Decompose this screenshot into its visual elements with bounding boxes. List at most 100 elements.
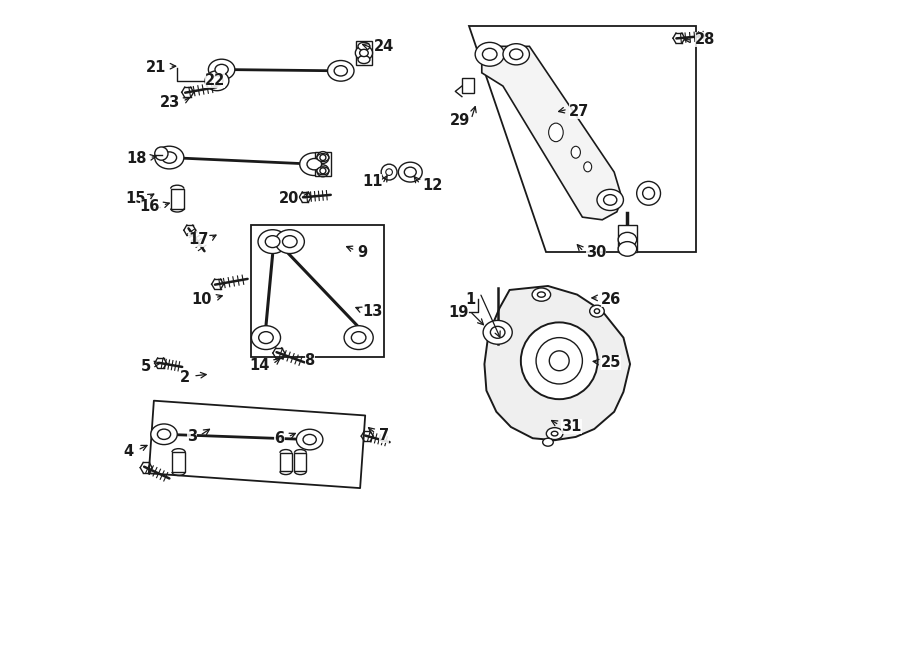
Ellipse shape xyxy=(334,66,347,76)
Ellipse shape xyxy=(351,332,366,344)
Bar xyxy=(280,453,292,471)
Bar xyxy=(618,225,636,252)
Ellipse shape xyxy=(151,424,177,445)
Ellipse shape xyxy=(597,189,624,211)
Circle shape xyxy=(386,169,392,175)
Text: 24: 24 xyxy=(374,39,394,54)
Bar xyxy=(251,225,383,357)
Text: 8: 8 xyxy=(304,354,315,368)
Ellipse shape xyxy=(320,155,326,160)
Ellipse shape xyxy=(358,56,370,64)
Ellipse shape xyxy=(266,236,280,248)
Ellipse shape xyxy=(549,123,563,142)
Text: 27: 27 xyxy=(569,104,590,118)
Text: 21: 21 xyxy=(147,60,166,75)
Ellipse shape xyxy=(283,236,297,248)
Text: 18: 18 xyxy=(126,152,147,166)
Ellipse shape xyxy=(275,230,304,254)
Ellipse shape xyxy=(537,292,545,297)
Text: 4: 4 xyxy=(123,444,133,459)
Bar xyxy=(171,189,184,209)
Text: 5: 5 xyxy=(140,359,151,373)
Ellipse shape xyxy=(328,60,354,81)
Ellipse shape xyxy=(258,332,274,344)
Text: 26: 26 xyxy=(601,292,621,307)
Text: 22: 22 xyxy=(205,73,225,88)
Ellipse shape xyxy=(491,326,505,338)
Text: 19: 19 xyxy=(448,305,469,320)
Ellipse shape xyxy=(211,75,223,86)
Text: 15: 15 xyxy=(125,191,146,206)
Ellipse shape xyxy=(205,71,229,91)
Ellipse shape xyxy=(209,59,235,80)
Circle shape xyxy=(549,351,569,371)
Text: 16: 16 xyxy=(140,199,160,214)
Text: 23: 23 xyxy=(159,95,180,110)
Polygon shape xyxy=(484,286,630,440)
Ellipse shape xyxy=(317,154,328,162)
Ellipse shape xyxy=(643,187,654,199)
Text: 3: 3 xyxy=(187,430,197,444)
Text: 10: 10 xyxy=(191,292,211,307)
Text: 11: 11 xyxy=(362,174,382,189)
Ellipse shape xyxy=(543,438,553,446)
Ellipse shape xyxy=(317,165,328,177)
Text: 31: 31 xyxy=(562,420,581,434)
Ellipse shape xyxy=(158,429,171,440)
Ellipse shape xyxy=(552,432,558,436)
Ellipse shape xyxy=(358,42,370,50)
Circle shape xyxy=(536,338,582,384)
Ellipse shape xyxy=(317,152,328,164)
Ellipse shape xyxy=(317,167,328,175)
Ellipse shape xyxy=(155,146,184,169)
Ellipse shape xyxy=(399,162,422,182)
Ellipse shape xyxy=(344,326,374,350)
Text: 1: 1 xyxy=(465,292,475,307)
Text: 14: 14 xyxy=(249,358,270,373)
Ellipse shape xyxy=(307,158,321,170)
Ellipse shape xyxy=(356,46,373,60)
Circle shape xyxy=(155,147,168,160)
Polygon shape xyxy=(482,46,622,220)
Text: 2: 2 xyxy=(180,370,191,385)
Ellipse shape xyxy=(251,326,281,350)
Text: 12: 12 xyxy=(422,178,443,193)
Ellipse shape xyxy=(618,232,636,247)
Ellipse shape xyxy=(604,195,617,205)
Polygon shape xyxy=(469,26,697,252)
Ellipse shape xyxy=(162,152,176,164)
Ellipse shape xyxy=(509,49,523,60)
Ellipse shape xyxy=(572,146,580,158)
Text: 9: 9 xyxy=(357,246,367,260)
Ellipse shape xyxy=(482,48,497,60)
Ellipse shape xyxy=(475,42,504,66)
Ellipse shape xyxy=(584,162,591,171)
Text: 6: 6 xyxy=(274,431,284,446)
Text: 13: 13 xyxy=(363,304,383,318)
Ellipse shape xyxy=(360,49,368,56)
Ellipse shape xyxy=(483,320,512,344)
Ellipse shape xyxy=(300,153,328,175)
Text: 25: 25 xyxy=(601,355,621,370)
Ellipse shape xyxy=(532,288,551,301)
Text: 29: 29 xyxy=(450,113,470,128)
Ellipse shape xyxy=(303,434,316,445)
Ellipse shape xyxy=(503,44,529,65)
Circle shape xyxy=(382,164,397,180)
Bar xyxy=(294,453,306,471)
Bar xyxy=(462,78,473,93)
Bar xyxy=(172,452,185,472)
Ellipse shape xyxy=(618,242,636,256)
Text: 17: 17 xyxy=(188,232,209,247)
Circle shape xyxy=(521,322,598,399)
Text: 30: 30 xyxy=(586,246,606,260)
Ellipse shape xyxy=(404,167,416,177)
Ellipse shape xyxy=(215,64,229,75)
Text: 20: 20 xyxy=(279,191,299,206)
Ellipse shape xyxy=(594,308,599,314)
Ellipse shape xyxy=(320,168,326,174)
Bar xyxy=(356,41,372,65)
Text: 28: 28 xyxy=(695,32,716,47)
Bar xyxy=(315,152,331,176)
Text: 7: 7 xyxy=(379,428,389,443)
